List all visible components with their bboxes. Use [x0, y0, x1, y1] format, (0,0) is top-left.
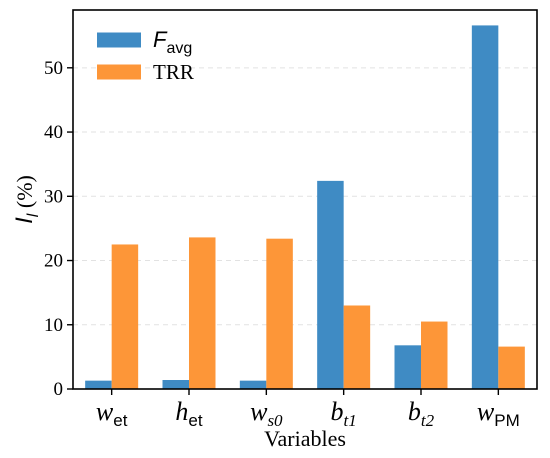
x-tick-label-sub: t2 [421, 411, 435, 430]
bar-favg-0 [85, 380, 112, 389]
bar-trr-3 [343, 305, 371, 389]
y-axis-title-sub: l [25, 213, 42, 217]
bar-favg-1 [162, 380, 189, 389]
y-tick-label: 20 [44, 251, 63, 272]
x-axis-title: Variables [264, 426, 346, 451]
bar-trr-1 [189, 237, 216, 389]
x-tick-label: wet [96, 397, 128, 430]
y-axis-title: Il (%) [11, 175, 42, 224]
x-tick-label-sub: PM [494, 411, 520, 430]
y-tick-label: 30 [44, 186, 63, 207]
x-tick-label: ws0 [250, 397, 283, 430]
y-tick-label: 0 [54, 379, 64, 400]
x-tick-label-base: w [250, 397, 268, 426]
bar-trr-5 [498, 346, 525, 389]
gridlines [73, 67, 537, 326]
x-tick-label: bt1 [331, 397, 357, 430]
legend-label-trr: TRR [153, 60, 194, 84]
legend-label-favg-base: F [153, 27, 168, 52]
bar-favg-5 [471, 25, 499, 389]
bar-trr-2 [266, 238, 293, 389]
bar-trr-0 [111, 244, 139, 389]
y-axis-ticks: 0 10 20 30 40 50 [44, 58, 73, 400]
legend-swatch-favg [97, 32, 141, 48]
x-tick-label-sub: s0 [267, 411, 283, 430]
legend-label-favg: Favg [153, 27, 192, 57]
x-tick-label: bt2 [408, 397, 435, 430]
legend-swatch-trr [97, 64, 141, 80]
x-tick-label-base: h [175, 397, 188, 426]
bar-favg-2 [239, 380, 267, 389]
y-tick-label: 50 [44, 58, 63, 79]
x-tick-label-base: w [477, 397, 495, 426]
bar-trr-4 [421, 321, 448, 389]
bar-favg-4 [394, 345, 421, 389]
x-tick-label-sub: et [113, 411, 127, 430]
y-tick-label: 10 [44, 315, 63, 336]
x-tick-label-base: b [408, 397, 421, 426]
x-axis-ticks: wet het ws0 bt1 bt2 wPM [96, 389, 520, 430]
y-axis-title-unit: (%) [12, 175, 37, 213]
plot-frame [72, 9, 538, 390]
x-tick-label: het [175, 397, 202, 430]
y-axis-title-base: I [11, 217, 38, 224]
x-tick-label: wPM [477, 397, 520, 430]
legend-label-favg-sub: avg [166, 40, 192, 57]
x-tick-label-sub: t1 [344, 411, 357, 430]
bars [85, 25, 525, 389]
x-tick-label-base: w [96, 397, 114, 426]
bar-favg-3 [317, 180, 344, 389]
x-tick-label-sub: et [188, 411, 202, 430]
x-tick-label-base: b [331, 397, 344, 426]
legend: Favg TRR [97, 27, 194, 84]
y-tick-label: 40 [44, 122, 63, 143]
